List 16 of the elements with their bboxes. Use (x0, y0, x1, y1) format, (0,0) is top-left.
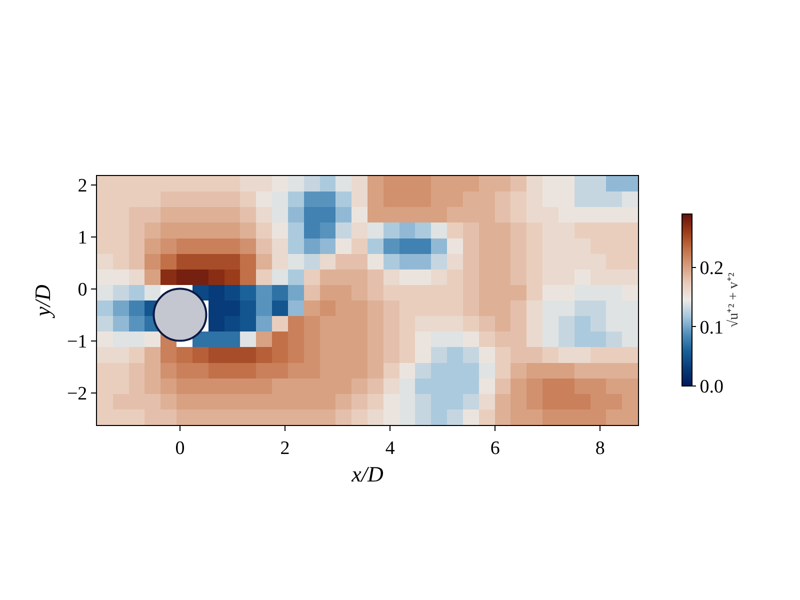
x-tick-label: 0 (175, 438, 185, 459)
y-tick-label: −2 (66, 383, 88, 404)
y-tick-label: 0 (78, 279, 88, 300)
y-tick-label: 1 (78, 227, 88, 248)
x-tick-label: 6 (490, 438, 500, 459)
y-tick-label: 2 (78, 175, 88, 196)
x-tick-label: 8 (595, 438, 605, 459)
color-bar-label: 0.0 (700, 376, 724, 398)
x-axis-title: x/D (350, 462, 384, 487)
y-tick-label: −1 (66, 331, 88, 352)
color-bar-label: 0.1 (700, 317, 724, 338)
color-bar-title: √u⁺² + v⁺² (726, 272, 742, 328)
x-tick-label: 2 (280, 438, 290, 459)
y-axis-title: y/D (30, 284, 55, 318)
color-bar-label: 0.2 (700, 258, 724, 280)
x-tick-label: 4 (385, 438, 396, 459)
